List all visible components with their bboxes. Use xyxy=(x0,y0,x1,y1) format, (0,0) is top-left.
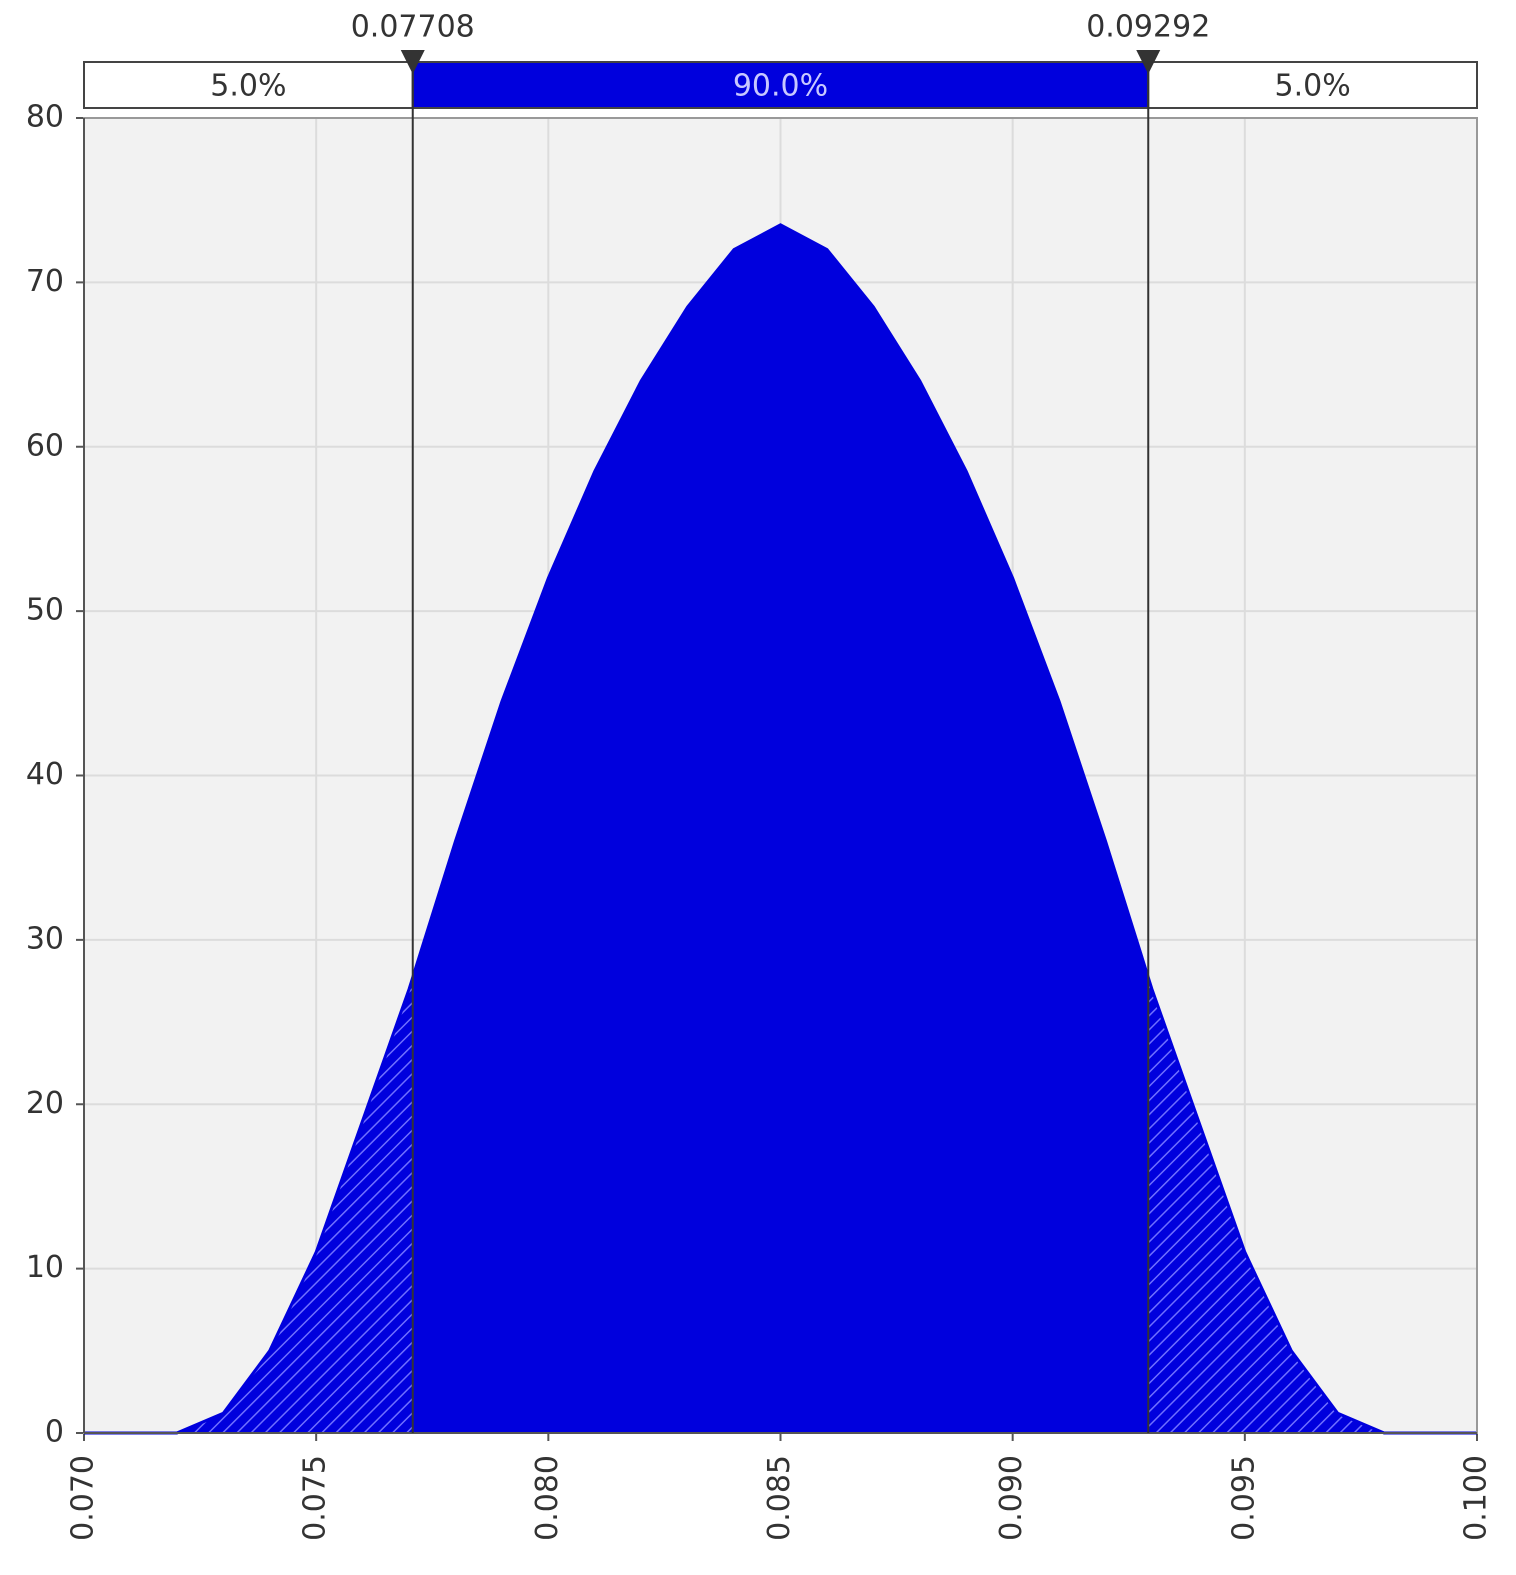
probability-segment xyxy=(83,61,414,109)
x-tick-label: 0.100 xyxy=(1459,1455,1494,1541)
y-tick-label: 50 xyxy=(26,593,64,628)
delimiter-label: 0.09292 xyxy=(1086,10,1210,45)
density-line xyxy=(84,223,1477,1435)
probability-label: 90.0% xyxy=(733,69,828,104)
x-tick-label: 0.090 xyxy=(994,1455,1029,1541)
x-tick-label: 0.070 xyxy=(66,1455,101,1541)
probability-label: 5.0% xyxy=(1275,69,1351,104)
x-tick-label: 0.080 xyxy=(530,1455,565,1541)
y-tick-label: 80 xyxy=(26,100,64,135)
probability-segment xyxy=(1147,61,1478,109)
central-area xyxy=(412,224,1149,1433)
y-tick-label: 40 xyxy=(26,757,64,792)
probability-label: 5.0% xyxy=(210,69,286,104)
x-tick-label: 0.075 xyxy=(298,1455,333,1541)
y-tick-label: 60 xyxy=(26,428,64,463)
y-tick-label: 0 xyxy=(45,1415,64,1450)
y-tick-label: 20 xyxy=(26,1086,64,1121)
y-tick-label: 30 xyxy=(26,921,64,956)
x-tick-label: 0.095 xyxy=(1226,1455,1261,1541)
delimiter-label: 0.07708 xyxy=(351,10,475,45)
x-tick-label: 0.085 xyxy=(762,1455,797,1541)
delimiter-handle xyxy=(1136,50,1161,74)
y-tick-label: 70 xyxy=(26,264,64,299)
y-tick-label: 10 xyxy=(26,1250,64,1285)
delimiter-handle xyxy=(400,50,425,74)
